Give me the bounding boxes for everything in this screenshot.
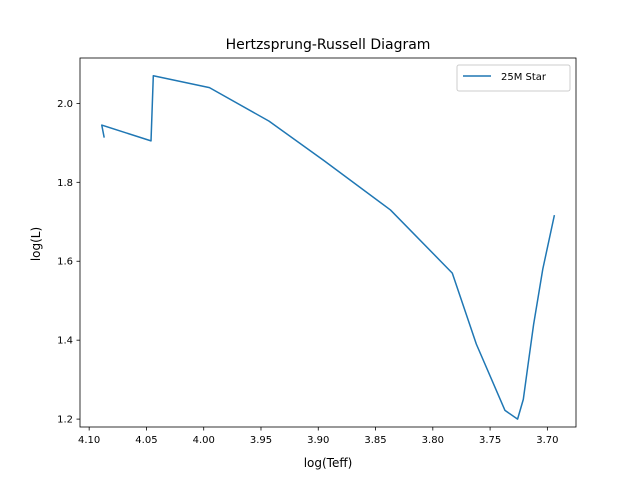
x-tick-label: 3.95 — [250, 435, 272, 446]
x-tick-label: 4.00 — [193, 435, 215, 446]
y-tick-label: 1.6 — [57, 257, 73, 268]
series-line-0 — [101, 75, 556, 420]
x-tick-label: 4.10 — [78, 435, 100, 446]
x-tick-label: 3.75 — [479, 435, 501, 446]
y-axis-label: log(L) — [29, 227, 43, 261]
x-tick-label: 3.85 — [364, 435, 386, 446]
x-tick-label: 4.05 — [135, 435, 157, 446]
legend: 25M Star — [456, 64, 571, 92]
axes-frame — [79, 57, 577, 428]
chart-title: Hertzsprung-Russell Diagram — [226, 37, 431, 53]
y-axis: 1.2 1.4 1.6 1.8 2.0 — [57, 99, 80, 426]
y-tick-label: 1.4 — [57, 336, 73, 347]
y-tick-label: 1.2 — [57, 415, 73, 426]
legend-box — [456, 64, 571, 92]
y-tick-label: 2.0 — [57, 99, 73, 110]
plot-area — [79, 57, 577, 428]
x-tick-label: 3.70 — [536, 435, 558, 446]
x-tick-label: 3.80 — [422, 435, 444, 446]
legend-label: 25M Star — [501, 72, 547, 83]
x-axis: 4.10 4.05 4.00 3.95 3.90 3.85 3.80 3.75 3.70 — [78, 427, 558, 446]
x-axis-label: log(Teff) — [304, 456, 353, 470]
x-tick-label: 3.90 — [307, 435, 329, 446]
y-tick-label: 1.8 — [57, 178, 73, 189]
